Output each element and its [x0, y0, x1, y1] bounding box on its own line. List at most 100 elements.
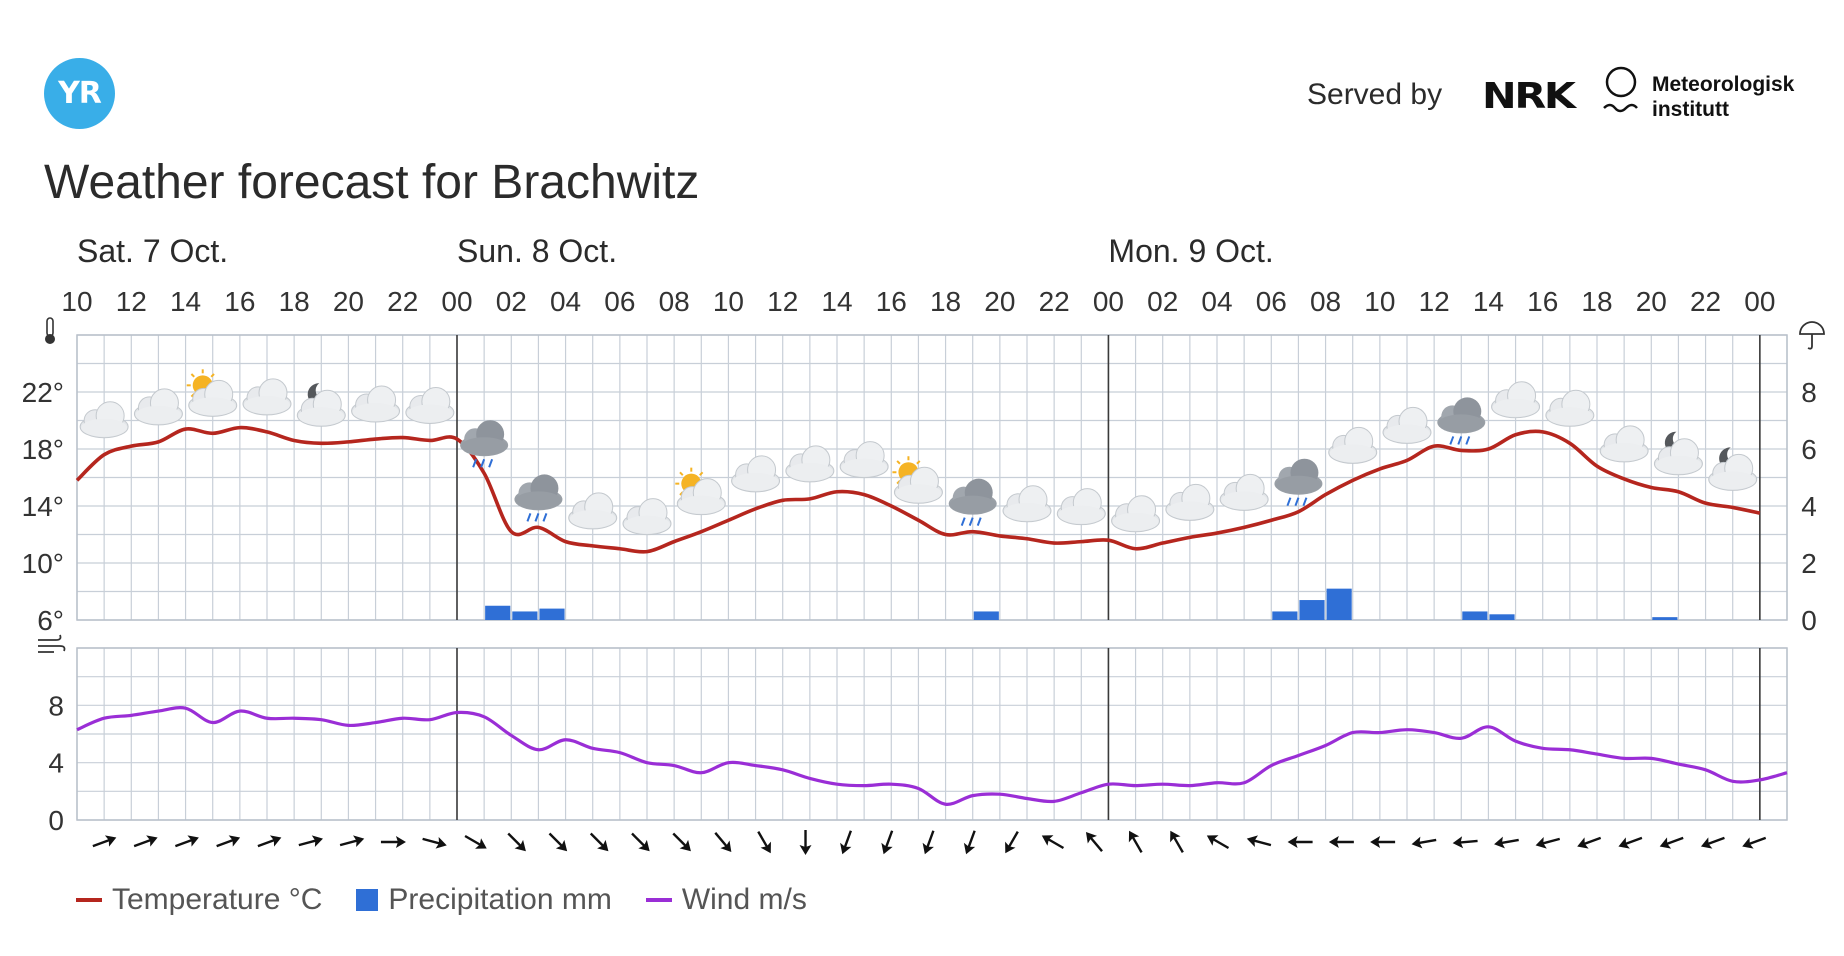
cloudy-icon [839, 441, 889, 479]
precipitation-bar [1299, 600, 1325, 620]
arrow-head [1206, 835, 1219, 846]
partly-cloudy-day-icon [892, 456, 943, 504]
cloudy-icon [405, 386, 455, 424]
hour-tick-label: 18 [279, 286, 310, 317]
met-institute-logo-icon[interactable] [1602, 66, 1640, 126]
day-label: Sun. 8 Oct. [457, 233, 617, 269]
hour-tick-label: 18 [930, 286, 961, 317]
wind-direction-arrow [1005, 831, 1019, 854]
hour-tick-label: 12 [767, 286, 798, 317]
arrow-head [187, 835, 199, 847]
wind-direction-arrow [1328, 836, 1354, 848]
precipitation-bar [1652, 617, 1678, 620]
arrow-head [475, 838, 487, 849]
arrow-head [269, 835, 282, 847]
cloud-icon [79, 401, 129, 439]
cloud-icon [242, 378, 292, 416]
hour-tick-label: 20 [333, 286, 364, 317]
cloudy-icon [1165, 483, 1215, 521]
cloud-icon [568, 492, 618, 530]
cloud-icon [731, 455, 781, 493]
wind-direction-arrow [92, 835, 117, 848]
cloud-icon [1708, 453, 1758, 491]
cloudy-icon [1219, 473, 1269, 511]
precipitation-bar [973, 611, 999, 620]
arrow-head [1246, 835, 1258, 848]
thermometer-icon [45, 317, 55, 344]
cloud-icon [1328, 426, 1378, 464]
hour-tick-label: 08 [1310, 286, 1341, 317]
cloud-icon [1219, 473, 1269, 511]
cloud-icon [622, 498, 672, 536]
arrow-head [1170, 830, 1181, 843]
day-label: Sat. 7 Oct. [77, 233, 228, 269]
sun-ray [896, 460, 901, 465]
wind-direction-arrow [339, 835, 365, 848]
raindrop [480, 458, 486, 468]
wind-direction-arrow [133, 835, 158, 848]
hour-tick-label: 12 [1419, 286, 1450, 317]
legend-swatch-temperature [76, 898, 102, 902]
cloud-icon [948, 478, 997, 515]
precipitation-tick-label: 8 [1801, 377, 1817, 408]
wind-direction-arrow [507, 832, 526, 852]
cloud-icon [1056, 488, 1106, 526]
wind-line [76, 706, 1788, 806]
hour-tick-label: 08 [659, 286, 690, 317]
raindrop [1286, 497, 1292, 507]
arrow-head [963, 842, 976, 855]
cloudy-icon [1328, 426, 1378, 464]
cloud-icon [1111, 495, 1161, 533]
arrow-head [1659, 837, 1672, 849]
arrow-head [1535, 836, 1547, 849]
hour-tick-label: 14 [1473, 286, 1504, 317]
arrow-head [1411, 836, 1423, 849]
raindrop [960, 517, 966, 527]
wind-tick-label: 8 [48, 690, 64, 721]
arrow-head [760, 841, 771, 854]
wind-direction-arrow [1452, 836, 1478, 849]
arrow-head [104, 835, 117, 847]
hour-tick-label: 20 [1636, 286, 1667, 317]
wind-direction-arrow [1535, 836, 1561, 849]
cloudy-icon [785, 445, 835, 483]
hour-tick-label: 04 [1201, 286, 1232, 317]
met-line-1: Meteorologisk [1652, 73, 1795, 96]
partly-cloudy-day-icon [675, 467, 726, 516]
nrk-logo[interactable]: NRK [1482, 76, 1576, 117]
cloudy-icon [1111, 495, 1161, 533]
umbrella-canopy [1799, 321, 1825, 335]
hour-tick-label: 16 [1527, 286, 1558, 317]
raindrop [968, 517, 974, 527]
temperature-tick-label: 18° [22, 434, 64, 465]
wind-direction-arrow [1287, 836, 1313, 848]
arrow-head [1128, 830, 1140, 843]
precipitation-bar [1326, 588, 1352, 620]
wind-direction-arrow [757, 831, 771, 854]
hour-tick-label: 22 [1690, 286, 1721, 317]
wind-tick-label: 0 [48, 805, 64, 836]
cloud-icon [296, 389, 346, 427]
hour-tick-label: 02 [496, 286, 527, 317]
arrow-head [1452, 836, 1464, 849]
raindrop [1449, 436, 1455, 445]
page-title: Weather forecast for Brachwitz [44, 156, 700, 209]
umbrella-handle [1807, 334, 1813, 350]
wind-direction-arrow [589, 832, 609, 852]
hour-tick-label: 12 [116, 286, 147, 317]
partly-cloudy-night-icon [1653, 431, 1703, 476]
cloudy-icon [568, 492, 618, 530]
wind-direction-arrow [216, 835, 241, 848]
wind-icon [38, 634, 66, 653]
cloud-icon [1437, 397, 1486, 434]
arrow-head [1005, 841, 1016, 854]
yr-logo[interactable]: YR [44, 58, 115, 129]
wind-direction-arrow [1700, 836, 1725, 849]
hour-tick-label: 16 [224, 286, 255, 317]
wind-tick-label: 4 [48, 748, 64, 779]
cloudy-icon [1002, 485, 1052, 523]
wind-direction-arrow [840, 830, 853, 855]
hour-tick-label: 10 [713, 286, 744, 317]
cloud-icon [514, 474, 563, 511]
raindrop [488, 458, 494, 468]
